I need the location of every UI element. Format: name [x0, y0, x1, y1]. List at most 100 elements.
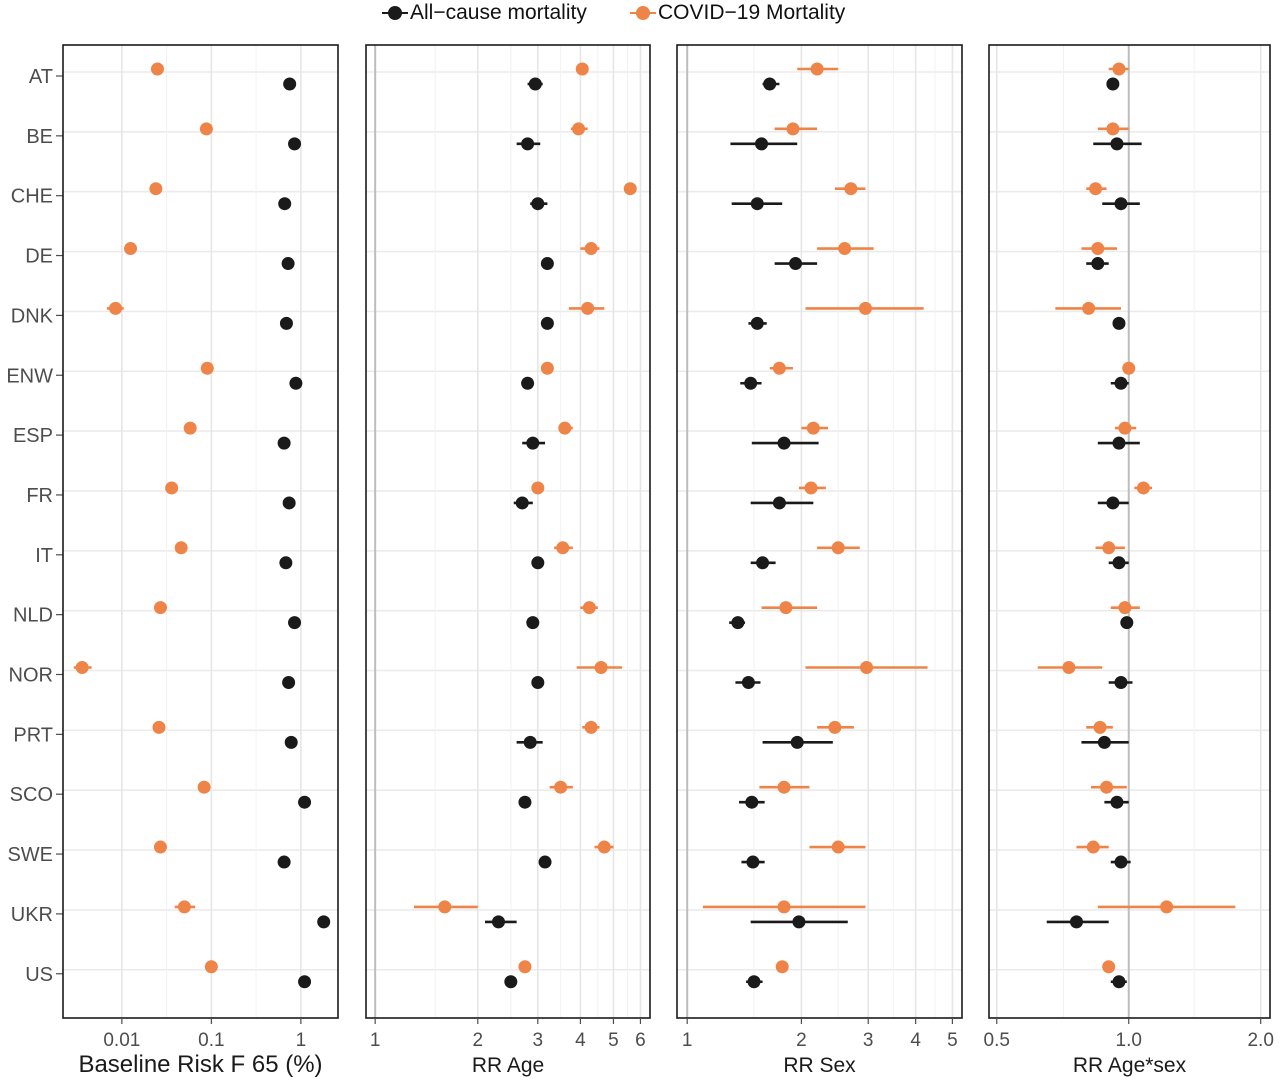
- covid-point-swe: [597, 840, 611, 854]
- allcause-point-us: [1112, 975, 1126, 989]
- allcause-point-nor: [1114, 676, 1128, 689]
- country-label-esp: ESP: [13, 425, 53, 447]
- allcause-point-che: [750, 197, 764, 211]
- allcause-point-us: [298, 975, 312, 989]
- allcause-point-be: [1110, 137, 1124, 151]
- covid-point-be: [786, 122, 800, 136]
- country-label-de: DE: [25, 246, 53, 268]
- allcause-point-sco: [1110, 795, 1124, 809]
- allcause-point-sco: [298, 795, 312, 809]
- allcause-point-esp: [777, 436, 791, 450]
- x-tick-label: 3: [533, 1030, 544, 1051]
- covid-point-nor: [594, 661, 608, 674]
- allcause-point-prt: [284, 735, 298, 749]
- allcause-point-fr: [282, 496, 296, 510]
- covid-point-ukr: [777, 900, 791, 914]
- covid-point-esp: [183, 421, 197, 435]
- x-axis-title: RR Sex: [783, 1054, 856, 1077]
- covid-point-nld: [1118, 601, 1132, 615]
- covid-point-swe: [1086, 840, 1100, 854]
- allcause-point-sco: [745, 795, 759, 809]
- covid-point-be: [199, 122, 213, 136]
- covid-point-dnk: [109, 301, 123, 315]
- covid-point-us: [518, 960, 532, 974]
- covid-point-it: [556, 541, 570, 555]
- covid-point-swe: [153, 840, 167, 854]
- allcause-point-fr: [1106, 496, 1120, 510]
- covid-point-us: [204, 960, 218, 974]
- panel-border: [676, 44, 963, 1019]
- x-axis-title: Baseline Risk F 65 (%): [78, 1051, 322, 1078]
- allcause-point-esp: [277, 436, 291, 450]
- allcause-point-fr: [772, 496, 786, 510]
- covid-point-be: [1106, 122, 1120, 136]
- x-tick-label: 4: [575, 1030, 586, 1051]
- x-tick-label: 2.0: [1247, 1030, 1273, 1051]
- covid-point-che: [1089, 182, 1103, 196]
- x-tick-label: 1: [370, 1030, 381, 1051]
- country-label-it: IT: [35, 545, 53, 567]
- covid-point-de: [124, 242, 138, 256]
- country-label-at: AT: [29, 66, 53, 88]
- country-label-ukr: UKR: [11, 904, 53, 926]
- covid-point-swe: [831, 840, 845, 854]
- covid-point-che: [844, 182, 858, 196]
- allcause-point-de: [540, 257, 554, 271]
- allcause-point-de: [1091, 257, 1105, 271]
- country-label-prt: PRT: [13, 724, 53, 746]
- allcause-point-ukr: [317, 915, 331, 929]
- country-label-be: BE: [26, 126, 53, 148]
- allcause-point-swe: [1114, 855, 1128, 869]
- allcause-point-swe: [277, 855, 291, 869]
- covid-point-che: [623, 182, 637, 196]
- covid-point-it: [174, 541, 188, 555]
- covid-point-fr: [531, 481, 545, 495]
- x-tick-label: 6: [635, 1030, 646, 1051]
- covid-point-fr: [1136, 481, 1150, 495]
- allcause-point-nld: [288, 616, 302, 630]
- x-tick-label: 1: [296, 1030, 307, 1051]
- covid-point-de: [838, 242, 852, 256]
- allcause-point-ukr: [491, 915, 505, 929]
- x-tick-label: 2: [472, 1030, 483, 1051]
- covid-point-nor: [1062, 661, 1076, 674]
- allcause-point-at: [528, 77, 542, 91]
- covid-point-at: [1112, 62, 1126, 76]
- covid-point-nld: [582, 601, 596, 615]
- covid-point-prt: [828, 720, 842, 734]
- country-label-sco: SCO: [10, 784, 53, 806]
- covid-point-nld: [153, 601, 167, 615]
- panel-border: [988, 44, 1271, 1019]
- covid-point-ukr: [438, 900, 452, 914]
- covid-point-de: [584, 242, 598, 256]
- covid-point-dnk: [858, 301, 872, 315]
- panel-border: [365, 44, 651, 1019]
- covid-point-it: [831, 541, 845, 555]
- allcause-point-ukr: [792, 915, 806, 929]
- covid-point-us: [1102, 960, 1116, 974]
- covid-point-enw: [540, 361, 554, 375]
- allcause-point-ukr: [1069, 915, 1083, 929]
- covid-point-esp: [558, 421, 572, 435]
- allcause-point-che: [278, 197, 292, 211]
- covid-point-ukr: [177, 900, 191, 914]
- covid-point-at: [575, 62, 589, 76]
- allcause-point-enw: [521, 376, 535, 390]
- covid-point-prt: [1093, 720, 1107, 734]
- allcause-point-prt: [790, 735, 804, 749]
- covid-point-ukr: [1160, 900, 1174, 914]
- allcause-point-be: [521, 137, 535, 151]
- allcause-point-de: [281, 257, 295, 271]
- country-label-nor: NOR: [9, 665, 53, 687]
- country-label-dnk: DNK: [11, 305, 54, 327]
- allcause-point-be: [288, 137, 302, 151]
- allcause-point-at: [1106, 77, 1120, 91]
- covid-point-prt: [152, 720, 166, 734]
- allcause-point-it: [1112, 556, 1126, 570]
- covid-point-at: [150, 62, 164, 76]
- covid-point-che: [149, 182, 163, 196]
- covid-point-it: [1102, 541, 1116, 555]
- allcause-point-at: [763, 77, 777, 91]
- country-label-us: US: [25, 964, 53, 986]
- covid-point-de: [1091, 242, 1105, 256]
